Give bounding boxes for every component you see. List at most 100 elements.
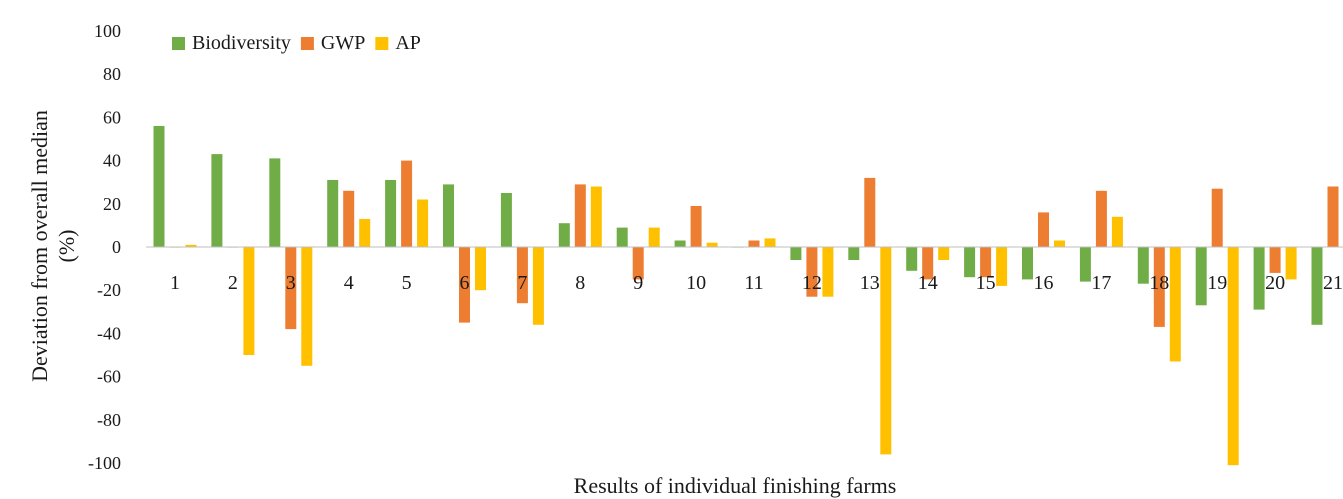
y-tick-label: -100 [88, 453, 121, 473]
bar-gwp-7 [516, 247, 528, 304]
bar-gwp-14 [922, 247, 934, 280]
bar-gwp-15 [980, 247, 992, 278]
category-label: 4 [344, 272, 354, 294]
legend-label-ap: AP [395, 32, 421, 54]
category-label: 3 [286, 272, 296, 294]
bar-ap-18 [1169, 247, 1181, 362]
bar-biodiversity-6 [443, 184, 454, 247]
bar-gwp-8 [574, 184, 586, 247]
bar-biodiversity-10 [674, 240, 686, 247]
bar-biodiversity-3 [269, 158, 281, 247]
category-label: 19 [1207, 272, 1227, 294]
y-tick-label: 40 [103, 151, 121, 171]
bar-ap-4 [359, 218, 371, 247]
bar-biodiversity-8 [558, 223, 570, 247]
bar-ap-19 [1227, 247, 1239, 466]
bar-biodiversity-18 [1137, 247, 1149, 284]
bar-gwp-20 [1269, 247, 1281, 273]
bar-ap-9 [648, 227, 660, 247]
bar-ap-8 [590, 186, 602, 247]
legend-label-gwp: GWP [321, 32, 365, 54]
bar-biodiversity-14 [906, 247, 918, 271]
category-label: 6 [460, 272, 470, 294]
category-label: 5 [402, 272, 412, 294]
legend: Biodiversity GWP AP [172, 32, 421, 54]
category-label: 17 [1091, 272, 1111, 294]
category-label: 21 [1323, 272, 1343, 294]
bar-ap-2 [243, 247, 255, 355]
bar-biodiversity-2 [211, 154, 223, 247]
bar-gwp-18 [1153, 247, 1165, 327]
bar-biodiversity-13 [848, 247, 860, 260]
category-label: 8 [575, 272, 585, 294]
bar-biodiversity-4 [327, 180, 339, 247]
bar-ap-14 [938, 247, 950, 260]
bar-biodiversity-20 [1253, 247, 1265, 310]
y-tick-label: 60 [103, 107, 121, 127]
y-tick-label: 100 [94, 21, 121, 41]
category-label: 10 [686, 272, 706, 294]
bar-ap-1 [185, 244, 197, 247]
bar-ap-6 [475, 247, 486, 291]
category-label: 9 [633, 272, 643, 294]
bar-biodiversity-5 [385, 180, 397, 247]
bar-gwp-10 [690, 206, 702, 247]
bar-ap-13 [880, 247, 892, 455]
bar-ap-17 [1111, 216, 1123, 247]
category-label: 14 [918, 272, 938, 294]
category-label: 2 [228, 272, 238, 294]
legend-swatch-gwp [300, 37, 314, 50]
y-tick-label: 20 [103, 194, 121, 214]
category-label: 18 [1149, 272, 1169, 294]
bar-gwp-13 [864, 177, 876, 247]
y-tick-label: -80 [97, 410, 121, 430]
bar-biodiversity-15 [964, 247, 976, 278]
bar-ap-11 [764, 238, 776, 247]
bar-gwp-12 [806, 247, 818, 297]
bar-biodiversity-17 [1079, 247, 1091, 282]
y-tick-labels: 100 80 60 40 20 0 -20 -40 -60 -80 -100 [88, 21, 121, 473]
y-tick-label: -40 [97, 323, 121, 343]
category-labels: 1 2 3 4 5 6 7 8 9 10 11 12 13 14 15 16 17 18 19 20 21 [170, 272, 1343, 294]
bar-biodiversity-21 [1311, 247, 1323, 325]
category-label: 15 [976, 272, 996, 294]
category-label: 11 [744, 272, 763, 294]
bar-biodiversity-12 [790, 247, 802, 260]
y-axis-title: Deviation from overall median [27, 110, 52, 382]
bar-gwp-4 [343, 190, 355, 247]
bar-biodiversity-19 [1195, 247, 1207, 306]
bar-gwp-5 [401, 160, 413, 247]
y-tick-label: 0 [112, 237, 121, 257]
bar-ap-12 [822, 247, 834, 297]
legend-label-biodiversity: Biodiversity [192, 32, 291, 54]
bar-biodiversity-7 [500, 193, 512, 247]
category-label: 20 [1265, 272, 1285, 294]
legend-swatch-biodiversity [172, 37, 185, 50]
bar-gwp-3 [285, 247, 297, 330]
category-label: 7 [517, 272, 527, 294]
bar-gwp-21 [1327, 186, 1339, 247]
y-axis-title-unit: (%) [54, 230, 79, 263]
bar-ap-20 [1285, 247, 1297, 280]
x-axis-title: Results of individual finishing farms [574, 473, 897, 498]
y-tick-label: 80 [103, 64, 121, 84]
bar-gwp-9 [632, 247, 644, 280]
bar-ap-10 [706, 242, 718, 247]
category-label: 16 [1034, 272, 1054, 294]
category-label: 13 [860, 272, 880, 294]
bar-gwp-11 [748, 240, 760, 247]
bar-gwp-6 [459, 247, 470, 323]
bar-ap-15 [996, 247, 1008, 286]
y-tick-label: -20 [97, 280, 121, 300]
bar-ap-5 [417, 199, 429, 247]
legend-swatch-ap [375, 37, 389, 50]
bar-gwp-17 [1095, 190, 1107, 247]
bar-biodiversity-16 [1022, 247, 1033, 280]
bar-gwp-16 [1038, 212, 1049, 247]
y-tick-label: -60 [97, 367, 121, 387]
bar-series-group [153, 126, 1339, 466]
bar-ap-3 [301, 247, 313, 366]
bar-ap-7 [532, 247, 544, 325]
bar-ap-16 [1054, 240, 1065, 247]
